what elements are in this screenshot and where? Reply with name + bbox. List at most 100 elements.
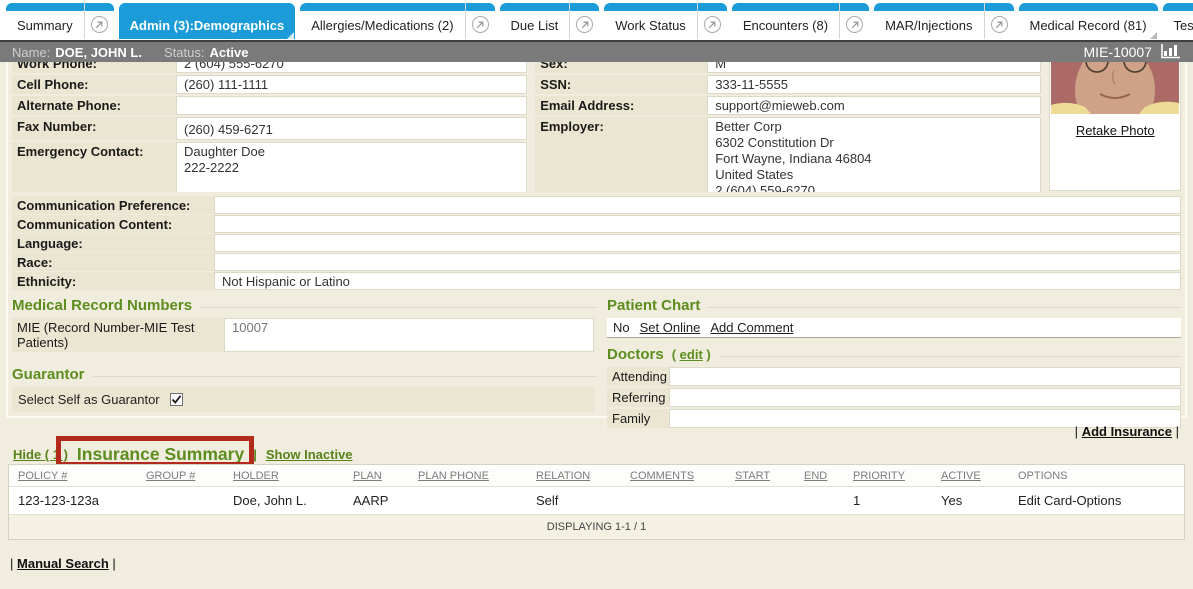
field-row-employer: Employer: Better Corp 6302 Constitution …	[535, 117, 1042, 192]
doctors-edit-wrap: ( edit )	[672, 347, 711, 362]
work-phone-value[interactable]: 2 (604) 555-6270	[176, 62, 528, 73]
tab-group-due-list: Due List	[499, 3, 600, 39]
tab-due-list-popout[interactable]	[569, 3, 599, 39]
emergency-contact-line2: 222-2222	[184, 160, 239, 175]
alternate-phone-value[interactable]	[176, 96, 528, 115]
tab-encounters-popout[interactable]	[839, 3, 869, 39]
cell-active: Yes	[941, 493, 963, 508]
col-start[interactable]: START	[735, 470, 771, 482]
tab-test-results[interactable]: Test Results	[1173, 18, 1193, 33]
cell-group	[142, 487, 229, 514]
tab-medical-record[interactable]: Medical Record (81)	[1029, 18, 1147, 33]
mrn-value-input[interactable]: 10007	[224, 318, 594, 352]
col-comments[interactable]: COMMENTS	[630, 470, 695, 482]
family-value[interactable]	[669, 409, 1181, 428]
field-row-email: Email Address: support@mieweb.com	[535, 96, 1042, 115]
field-row-ssn: SSN: 333-11-5555	[535, 75, 1042, 94]
communication-content-value[interactable]	[214, 215, 1181, 233]
tab-work-status[interactable]: Work Status	[615, 18, 686, 33]
tab-mar-injections[interactable]: MAR/Injections	[885, 18, 973, 33]
manual-search-line: | Manual Search |	[10, 556, 116, 571]
tab-mar-popout[interactable]	[983, 3, 1014, 39]
col-relation[interactable]: RELATION	[536, 470, 591, 482]
field-row-emergency-contact: Emergency Contact: Daughter Doe 222-2222	[12, 142, 528, 192]
tab-allergies-medications[interactable]: Allergies/Medications (2)	[311, 18, 454, 33]
add-insurance-line: | Add Insurance |	[1075, 424, 1179, 439]
emergency-contact-value[interactable]: Daughter Doe 222-2222	[176, 142, 528, 192]
col-holder[interactable]: HOLDER	[233, 470, 279, 482]
cell-comments	[626, 487, 731, 514]
guarantor-heading: Guarantor	[12, 366, 597, 383]
medical-record-numbers-title: Medical Record Numbers	[12, 297, 193, 314]
emergency-contact-line1: Daughter Doe	[184, 144, 265, 159]
family-label: Family	[607, 409, 669, 428]
popout-arrow-icon	[703, 16, 721, 33]
attending-value[interactable]	[669, 367, 1181, 386]
col-active[interactable]: ACTIVE	[941, 470, 981, 482]
race-value[interactable]	[214, 253, 1181, 271]
cell-relation: Self	[536, 493, 559, 508]
set-online-link[interactable]: Set Online	[639, 320, 701, 335]
cell-phone-value[interactable]: (260) 111-1111	[176, 75, 528, 94]
self-guarantor-checkbox[interactable]	[169, 393, 183, 406]
language-value[interactable]	[214, 234, 1181, 252]
field-row-work-phone: Work Phone: 2 (604) 555-6270	[12, 62, 528, 73]
add-comment-link[interactable]: Add Comment	[710, 320, 794, 335]
patient-chart-row: No Set Online Add Comment	[607, 318, 1181, 338]
col-plan-phone[interactable]: PLAN PHONE	[418, 470, 489, 482]
employer-line4: United States	[715, 167, 794, 182]
add-insurance-link[interactable]: Add Insurance	[1081, 424, 1172, 439]
col-policy[interactable]: POLICY #	[18, 470, 68, 482]
hide-insurance-link[interactable]: Hide ( 1 )	[13, 447, 68, 462]
email-value[interactable]: support@mieweb.com	[707, 96, 1042, 115]
employer-line5: 2 (604) 559-6270	[715, 183, 815, 192]
sex-label: Sex:	[535, 62, 708, 73]
email-label: Email Address:	[535, 96, 708, 115]
patient-chart-heading: Patient Chart	[607, 297, 1181, 314]
self-guarantor-label: Select Self as Guarantor	[18, 392, 160, 407]
work-phone-label: Work Phone:	[12, 62, 176, 73]
cell-priority: 1	[853, 493, 861, 508]
doctors-edit-link[interactable]: edit	[679, 347, 703, 362]
communication-preference-value[interactable]	[214, 196, 1181, 214]
field-row-comm-content: Communication Content:	[12, 215, 1181, 233]
tab-summary[interactable]: Summary	[17, 18, 73, 33]
show-inactive-link[interactable]: Show Inactive	[265, 447, 353, 462]
ethnicity-value[interactable]: Not Hispanic or Latino	[214, 272, 1181, 290]
medical-record-numbers-heading: Medical Record Numbers	[12, 297, 597, 314]
referring-label: Referring	[607, 388, 669, 407]
alternate-phone-label: Alternate Phone:	[12, 96, 176, 115]
col-options: OPTIONS	[1018, 470, 1068, 482]
retake-photo-link[interactable]: Retake Photo	[1075, 123, 1155, 138]
tab-group-work-status: Work Status	[604, 3, 727, 39]
patient-photo	[1051, 62, 1180, 114]
cell-plan: AARP	[353, 493, 389, 508]
employer-value[interactable]: Better Corp 6302 Constitution Dr Fort Wa…	[707, 117, 1042, 192]
col-plan[interactable]: PLAN	[353, 470, 382, 482]
employer-line3: Fort Wayne, Indiana 46804	[715, 151, 872, 166]
tab-allergies-popout[interactable]	[464, 3, 495, 39]
pipe: |	[1074, 424, 1079, 439]
tab-group-allergies-medications: Allergies/Medications (2)	[300, 3, 495, 39]
fax-number-value[interactable]: (260) 459-6271	[176, 117, 528, 140]
cell-policy: 123-123-123a	[18, 493, 99, 508]
insurance-table-row: 123-123-123a Doe, John L. AARP Self 1 Ye…	[9, 487, 1184, 514]
ssn-value[interactable]: 333-11-5555	[707, 75, 1042, 94]
tab-summary-popout[interactable]	[83, 3, 114, 39]
sex-value[interactable]: M	[707, 62, 1042, 73]
col-end[interactable]: END	[804, 470, 828, 482]
tab-work-status-popout[interactable]	[696, 3, 727, 39]
popout-arrow-icon	[90, 16, 108, 33]
col-group[interactable]: GROUP #	[146, 470, 196, 482]
tab-encounters[interactable]: Encounters (8)	[742, 18, 829, 33]
mrn-label: MIE (Record Number-MIE Test Patients)	[12, 318, 224, 352]
manual-search-link[interactable]: Manual Search	[17, 556, 109, 571]
cell-options-link[interactable]: Edit Card-Options	[1018, 493, 1122, 508]
edit-paren-close: )	[706, 347, 711, 362]
col-priority[interactable]: PRIORITY	[853, 470, 905, 482]
patient-name: DOE, JOHN L.	[55, 44, 142, 60]
tab-due-list[interactable]: Due List	[510, 18, 559, 33]
referring-value[interactable]	[669, 388, 1181, 407]
chart-stats-icon[interactable]	[1160, 43, 1181, 62]
tab-admin-demographics[interactable]: Admin (3):Demographics	[129, 18, 285, 33]
